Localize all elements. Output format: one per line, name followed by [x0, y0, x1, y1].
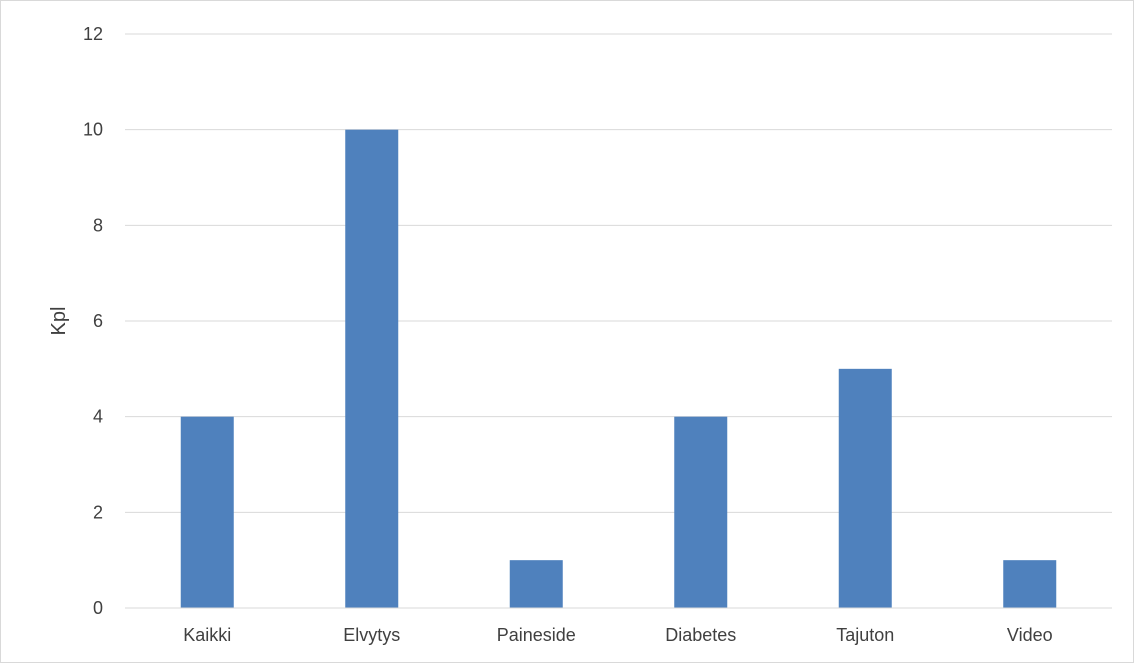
bar — [674, 416, 728, 608]
y-tick-label: 8 — [93, 215, 103, 235]
y-tick-label: 4 — [93, 407, 103, 427]
y-tick-label: 10 — [83, 120, 103, 140]
x-tick-label: Elvytys — [343, 625, 400, 645]
bar — [345, 129, 399, 608]
x-tick-label: Diabetes — [665, 625, 736, 645]
x-tick-label: Kaikki — [183, 625, 231, 645]
bar — [1003, 560, 1057, 608]
y-tick-labels: 0 2 4 6 8 10 12 — [83, 24, 103, 618]
x-tick-label: Video — [1007, 625, 1053, 645]
gridlines — [125, 33, 1112, 513]
x-tick-labels: Kaikki Elvytys Paineside Diabetes Tajuton Vid… — [183, 625, 1052, 645]
y-axis-title: Kpl — [48, 307, 70, 336]
bar — [838, 368, 892, 608]
x-tick-label: Tajuton — [836, 625, 894, 645]
y-tick-label: 6 — [93, 311, 103, 331]
y-tick-label: 12 — [83, 24, 103, 44]
bars — [180, 129, 1057, 608]
bar — [180, 416, 234, 608]
y-tick-label: 2 — [93, 502, 103, 522]
x-tick-label: Paineside — [497, 625, 576, 645]
bar — [509, 560, 563, 608]
y-tick-label: 0 — [93, 598, 103, 618]
